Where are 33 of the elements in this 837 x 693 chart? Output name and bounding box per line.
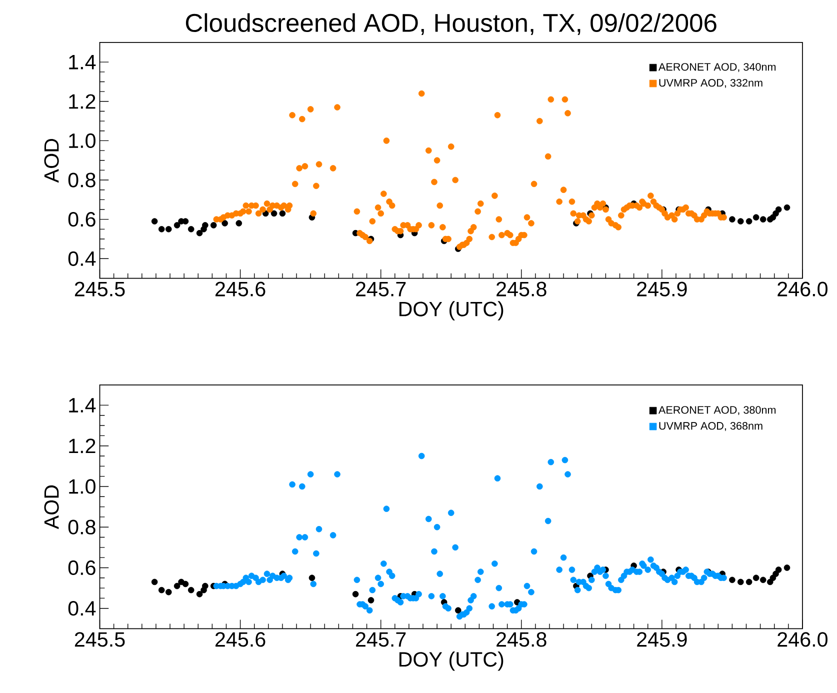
y-tick-label: 0.6 <box>68 212 96 227</box>
legend-label: UVMRP AOD, 368nm <box>659 422 762 432</box>
y-tick-label: 1.0 <box>69 479 96 494</box>
y-tick-label: 1.2 <box>69 438 96 454</box>
chart-title: Cloudscreened AOD, Houston, TX, 09/02/2006 <box>186 13 716 36</box>
x-tick-label: 245.9 <box>637 282 687 296</box>
legend-label: AERONET AOD, 340nm <box>658 63 776 72</box>
y-axis-title: AOD <box>44 139 59 183</box>
y-tick-label: 1.0 <box>69 133 96 148</box>
x-tick-label: 245.9 <box>637 632 687 647</box>
y-tick-label: 1.4 <box>69 398 96 412</box>
x-tick-label: 245.7 <box>356 632 406 647</box>
x-tick-label: 245.5 <box>74 282 125 296</box>
y-axis-title: AOD <box>44 485 59 530</box>
y-tick-label: 0.8 <box>68 172 96 188</box>
legend-label: UVMRP AOD, 332nm <box>659 79 762 88</box>
y-tick-label: 1.2 <box>69 94 96 109</box>
x-tick-label: 245.7 <box>356 282 406 296</box>
x-tick-label: 245.6 <box>215 282 266 296</box>
x-tick-label: 245.8 <box>496 282 546 296</box>
x-tick-label: 245.6 <box>215 632 266 647</box>
y-tick-label: 0.4 <box>68 251 96 266</box>
x-axis-title: DOY (UTC) <box>399 301 504 320</box>
x-tick-label: 246.0 <box>778 282 828 296</box>
x-tick-label: 245.5 <box>74 632 125 647</box>
legend-label: AERONET AOD, 380nm <box>658 406 776 416</box>
y-tick-label: 1.4 <box>69 55 96 70</box>
x-tick-label: 245.8 <box>496 632 546 647</box>
x-axis-title: DOY (UTC) <box>399 652 504 671</box>
y-tick-label: 0.4 <box>68 601 96 616</box>
y-tick-label: 0.6 <box>68 560 96 576</box>
y-tick-label: 0.8 <box>68 520 96 534</box>
x-tick-label: 246.0 <box>778 632 828 647</box>
